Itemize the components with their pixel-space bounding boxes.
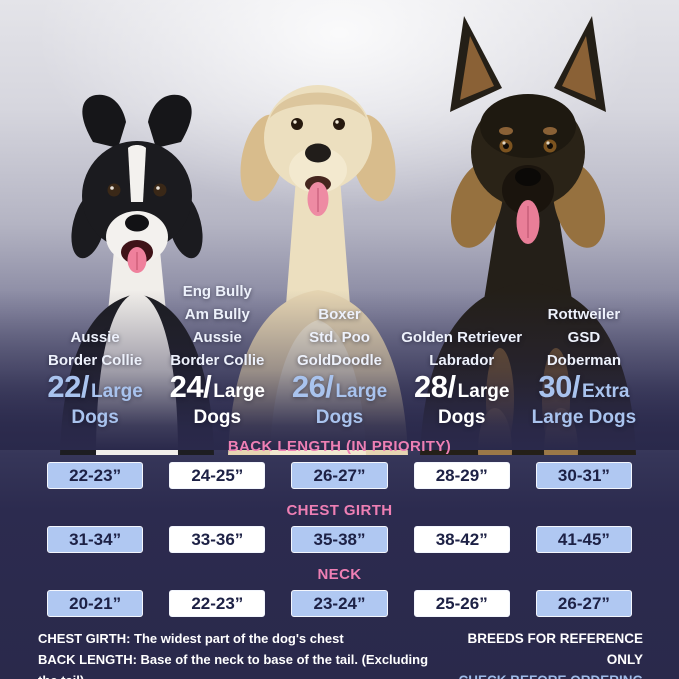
size-word: Dogs: [193, 407, 242, 428]
size-badge-30: 30/Extra Large Dogs: [523, 371, 645, 430]
size-word: Dogs: [71, 407, 119, 428]
neck-cell-22: 20-21”: [47, 590, 144, 617]
breed-list-size-30: Rottweiler GSD Doberman: [523, 303, 645, 372]
footer: CHEST GIRTH: The widest part of the dog'…: [38, 628, 643, 679]
back-length-cell-30: 30-31”: [535, 462, 633, 489]
photo-fade-overlay: [0, 290, 679, 450]
breed-name: Labrador: [429, 352, 495, 369]
neck-header: NECK: [317, 566, 362, 583]
size-badge-24: 24/Large Dogs: [156, 371, 278, 430]
back-length-cell-22: 22-23”: [47, 462, 144, 489]
breed-name: Aussie: [70, 329, 120, 346]
size-number: 28/: [414, 369, 456, 404]
size-word: Large: [91, 381, 143, 402]
breeds-reference-note: BREEDS FOR REFERENCE ONLY: [467, 631, 643, 667]
breed-name: Golden Retriever: [401, 329, 523, 346]
breed-list-size-26: Boxer Std. Poo GoldDoodle: [278, 303, 400, 372]
chest-girth-header: CHEST GIRTH: [286, 502, 393, 519]
chest-girth-cell-24: 33-36”: [169, 526, 266, 553]
breed-list-size-28: Golden Retriever Labrador: [401, 326, 523, 372]
chest-girth-cell-22: 31-34”: [47, 526, 144, 553]
breed-name: Aussie: [192, 329, 242, 346]
breed-name: GoldDoodle: [297, 352, 382, 369]
sizes-row: 22/Large Dogs 24/Large Dogs 26/Large Dog…: [0, 371, 679, 430]
breed-name: Border Collie: [48, 352, 143, 369]
breeds-row: Aussie Border Collie Eng Bully Am Bully …: [0, 268, 679, 372]
breed-list-size-22: Aussie Border Collie: [34, 326, 156, 372]
size-number: 26/: [291, 369, 334, 404]
neck-cell-24: 22-23”: [169, 590, 266, 617]
chest-girth-row: 31-34” 33-36” 35-38” 38-42” 41-45”: [0, 526, 679, 553]
size-word: Extra: [581, 381, 630, 402]
breed-name: GSD: [567, 329, 601, 346]
neck-cell-28: 25-26”: [413, 590, 510, 617]
size-badge-26: 26/Large Dogs: [278, 371, 400, 430]
size-number: 24/: [169, 369, 212, 404]
neck-row: 20-21” 22-23” 23-24” 25-26” 26-27”: [0, 590, 679, 617]
back-length-header: BACK LENGTH (IN PRIORITY): [227, 438, 452, 455]
back-length-row: 22-23” 24-25” 26-27” 28-29” 30-31”: [0, 462, 679, 489]
size-word: Dogs: [315, 407, 364, 428]
size-word: Large: [213, 381, 265, 402]
breed-list-size-24: Eng Bully Am Bully Aussie Border Collie: [156, 280, 278, 372]
chest-girth-cell-28: 38-42”: [413, 526, 510, 553]
back-length-definition: BACK LENGTH: Base of the neck to base of…: [38, 652, 429, 679]
breed-name: Am Bully: [184, 306, 250, 323]
neck-cell-26: 23-24”: [291, 590, 388, 617]
size-badge-28: 28/Large Dogs: [401, 371, 523, 430]
size-number: 30/: [538, 369, 580, 404]
chest-girth-definition: CHEST GIRTH: The widest part of the dog'…: [38, 631, 344, 646]
back-length-cell-26: 26-27”: [291, 462, 388, 489]
size-word: Large Dogs: [531, 407, 637, 428]
back-length-cell-28: 28-29”: [413, 462, 510, 489]
back-length-cell-24: 24-25”: [169, 462, 266, 489]
breed-name: Boxer: [318, 306, 361, 323]
reference-warning: BREEDS FOR REFERENCE ONLY CHECK BEFORE O…: [444, 628, 643, 679]
check-before-ordering-note: CHECK BEFORE ORDERING: [444, 670, 643, 679]
chest-girth-cell-26: 35-38”: [291, 526, 388, 553]
breed-name: Rottweiler: [547, 306, 621, 323]
size-word: Dogs: [437, 407, 486, 428]
chest-girth-cell-30: 41-45”: [535, 526, 633, 553]
size-number: 22/: [47, 369, 90, 404]
breed-name: Doberman: [546, 352, 621, 369]
measurement-definitions: CHEST GIRTH: The widest part of the dog'…: [38, 628, 444, 679]
size-word: Large: [335, 381, 388, 402]
size-badge-22: 22/Large Dogs: [34, 371, 156, 430]
breed-name: Std. Poo: [309, 329, 370, 346]
neck-cell-30: 26-27”: [535, 590, 633, 617]
size-word: Large: [457, 381, 510, 402]
breed-name: Eng Bully: [182, 283, 252, 300]
breed-name: Border Collie: [170, 352, 265, 369]
measurement-tables: BACK LENGTH (IN PRIORITY) 22-23” 24-25” …: [0, 438, 679, 630]
